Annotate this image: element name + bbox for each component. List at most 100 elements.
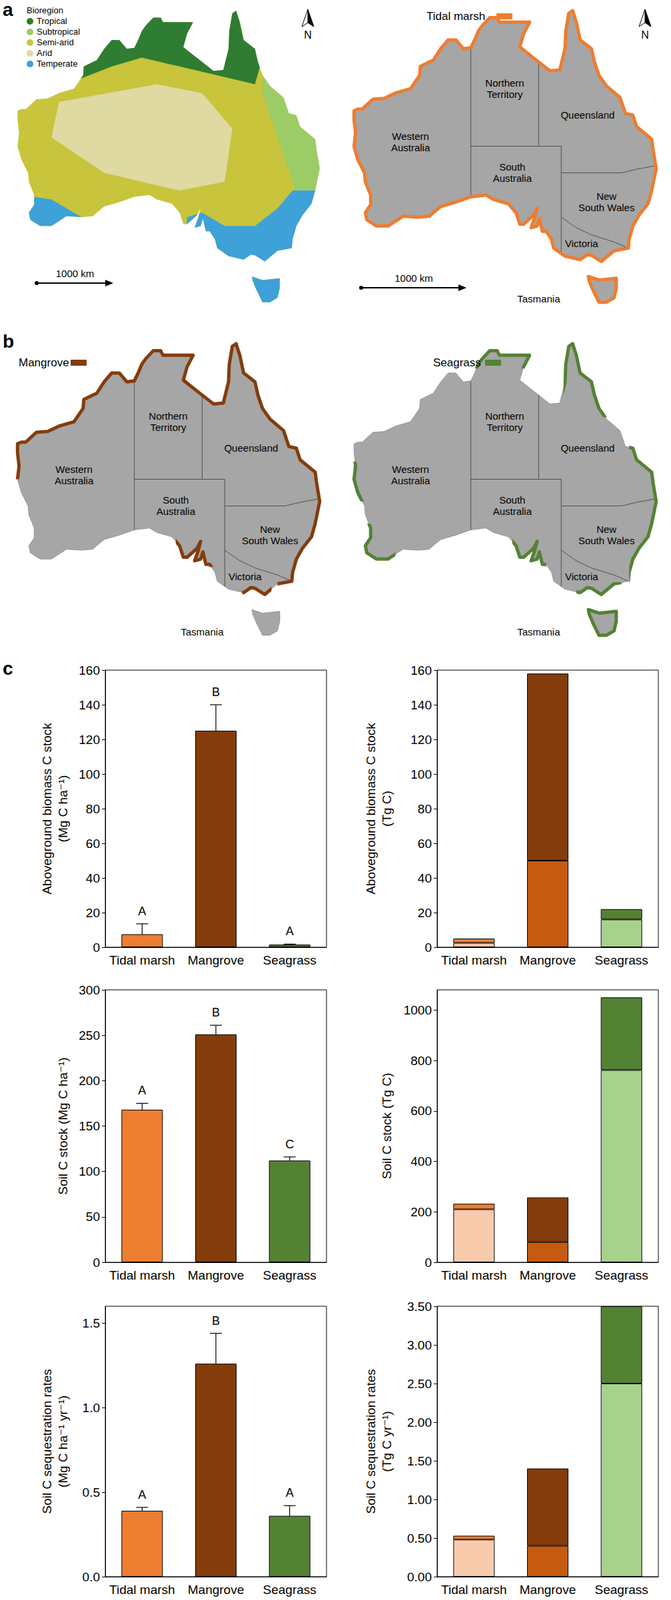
svg-text:3.50: 3.50 xyxy=(407,1300,432,1315)
svg-text:1.5: 1.5 xyxy=(82,1316,100,1331)
svg-text:120: 120 xyxy=(410,732,432,747)
svg-text:Soil C stock (Tg C): Soil C stock (Tg C) xyxy=(379,1073,394,1180)
svg-text:60: 60 xyxy=(417,836,432,851)
svg-text:0.5: 0.5 xyxy=(82,1485,100,1500)
svg-text:South: South xyxy=(162,494,189,506)
svg-text:60: 60 xyxy=(85,836,100,851)
svg-text:Tidal marsh: Tidal marsh xyxy=(109,1583,176,1598)
svg-text:250: 250 xyxy=(78,1028,100,1043)
svg-text:Western: Western xyxy=(391,463,430,476)
svg-text:N: N xyxy=(641,29,650,41)
svg-text:Queensland: Queensland xyxy=(223,442,278,454)
svg-text:1000: 1000 xyxy=(403,1003,432,1018)
svg-text:A: A xyxy=(137,904,146,919)
svg-text:Australia: Australia xyxy=(391,141,431,154)
svg-text:Territory: Territory xyxy=(149,421,187,434)
svg-text:120: 120 xyxy=(78,732,100,747)
svg-text:Mangrove: Mangrove xyxy=(519,1268,577,1283)
svg-text:Australia: Australia xyxy=(156,505,196,518)
svg-text:80: 80 xyxy=(417,802,432,817)
svg-text:Western: Western xyxy=(391,130,430,142)
svg-text:B: B xyxy=(211,1314,220,1329)
svg-text:600: 600 xyxy=(410,1104,432,1119)
svg-text:Tidal marsh: Tidal marsh xyxy=(441,953,508,968)
svg-text:100: 100 xyxy=(78,1164,100,1179)
svg-text:Tidal marsh: Tidal marsh xyxy=(109,953,176,968)
svg-text:140: 140 xyxy=(410,698,432,713)
svg-text:Tidal marsh: Tidal marsh xyxy=(109,1268,176,1283)
svg-text:Northern: Northern xyxy=(485,410,524,422)
svg-text:150: 150 xyxy=(78,1119,100,1134)
svg-text:Mangrove: Mangrove xyxy=(187,1583,245,1598)
svg-text:A: A xyxy=(137,1084,146,1098)
svg-text:South: South xyxy=(499,161,526,173)
svg-text:0: 0 xyxy=(92,940,100,955)
svg-text:Tasmania: Tasmania xyxy=(517,626,561,638)
svg-text:140: 140 xyxy=(78,698,100,713)
svg-text:Tidal marsh: Tidal marsh xyxy=(426,9,486,23)
svg-text:Seagrass: Seagrass xyxy=(595,1583,649,1598)
svg-text:50: 50 xyxy=(85,1210,100,1225)
svg-text:20: 20 xyxy=(417,906,432,921)
svg-text:Tidal marsh: Tidal marsh xyxy=(441,1268,508,1283)
svg-text:Australia: Australia xyxy=(493,172,533,184)
svg-text:Arid: Arid xyxy=(36,47,52,58)
svg-text:(Mg C ha⁻¹ yr⁻¹): (Mg C ha⁻¹ yr⁻¹) xyxy=(55,1395,70,1488)
svg-text:Aboveground biomass C stock: Aboveground biomass C stock xyxy=(363,722,378,895)
svg-text:Seagrass: Seagrass xyxy=(263,1583,317,1598)
svg-text:Northern: Northern xyxy=(485,77,524,89)
svg-text:160: 160 xyxy=(78,663,100,678)
svg-text:Victoria: Victoria xyxy=(565,237,599,250)
svg-text:A: A xyxy=(285,1486,294,1500)
svg-text:20: 20 xyxy=(85,906,100,921)
svg-text:N: N xyxy=(303,29,312,41)
svg-text:1.00: 1.00 xyxy=(407,1493,432,1508)
svg-text:Australia: Australia xyxy=(54,475,94,487)
svg-text:800: 800 xyxy=(410,1054,432,1069)
svg-text:Victoria: Victoria xyxy=(565,571,599,583)
svg-text:Queensland: Queensland xyxy=(560,442,615,454)
svg-text:0.50: 0.50 xyxy=(407,1531,432,1546)
svg-text:Territory: Territory xyxy=(486,421,524,434)
svg-text:Mangrove: Mangrove xyxy=(519,1583,577,1598)
svg-text:Seagrass: Seagrass xyxy=(595,953,649,968)
svg-text:160: 160 xyxy=(410,663,432,678)
svg-text:100: 100 xyxy=(78,767,100,782)
svg-text:0: 0 xyxy=(424,940,432,955)
svg-text:New: New xyxy=(596,523,617,536)
svg-text:400: 400 xyxy=(410,1154,432,1169)
svg-text:Bioregion: Bioregion xyxy=(26,5,64,16)
svg-text:Western: Western xyxy=(55,463,93,476)
svg-text:Tropical: Tropical xyxy=(36,15,68,26)
svg-text:a: a xyxy=(2,0,14,20)
svg-text:0: 0 xyxy=(424,1256,432,1271)
svg-text:2.50: 2.50 xyxy=(407,1377,432,1392)
svg-text:Subtropical: Subtropical xyxy=(36,26,80,37)
svg-text:Aboveground biomass C stock: Aboveground biomass C stock xyxy=(39,722,54,895)
svg-text:Seagrass: Seagrass xyxy=(263,953,317,968)
svg-text:B: B xyxy=(211,1006,220,1020)
svg-text:3.00: 3.00 xyxy=(407,1338,432,1353)
svg-text:Northern: Northern xyxy=(148,410,188,422)
svg-text:New: New xyxy=(596,190,617,202)
svg-text:200: 200 xyxy=(78,1074,100,1089)
svg-text:Seagrass: Seagrass xyxy=(263,1268,317,1283)
svg-text:40: 40 xyxy=(85,871,100,886)
svg-text:1.50: 1.50 xyxy=(407,1454,432,1469)
svg-text:A: A xyxy=(285,924,294,939)
svg-text:South Wales: South Wales xyxy=(241,535,299,547)
svg-text:Soil C stock (Mg C ha⁻¹): Soil C stock (Mg C ha⁻¹) xyxy=(55,1057,70,1195)
svg-text:South: South xyxy=(499,494,526,506)
svg-text:Soil C sequestration rates: Soil C sequestration rates xyxy=(39,1369,54,1515)
svg-text:Mangrove: Mangrove xyxy=(187,1268,245,1283)
svg-text:Mangrove: Mangrove xyxy=(187,953,245,968)
svg-text:Victoria: Victoria xyxy=(228,571,262,583)
svg-text:Mangrove: Mangrove xyxy=(519,953,577,968)
svg-text:A: A xyxy=(137,1488,146,1502)
svg-text:Queensland: Queensland xyxy=(560,109,615,121)
svg-text:1000 km: 1000 km xyxy=(55,267,95,280)
svg-text:(Tg C): (Tg C) xyxy=(379,790,394,827)
svg-text:Territory: Territory xyxy=(486,88,524,100)
svg-text:Temperate: Temperate xyxy=(36,58,78,69)
svg-text:Mangrove: Mangrove xyxy=(18,356,70,370)
